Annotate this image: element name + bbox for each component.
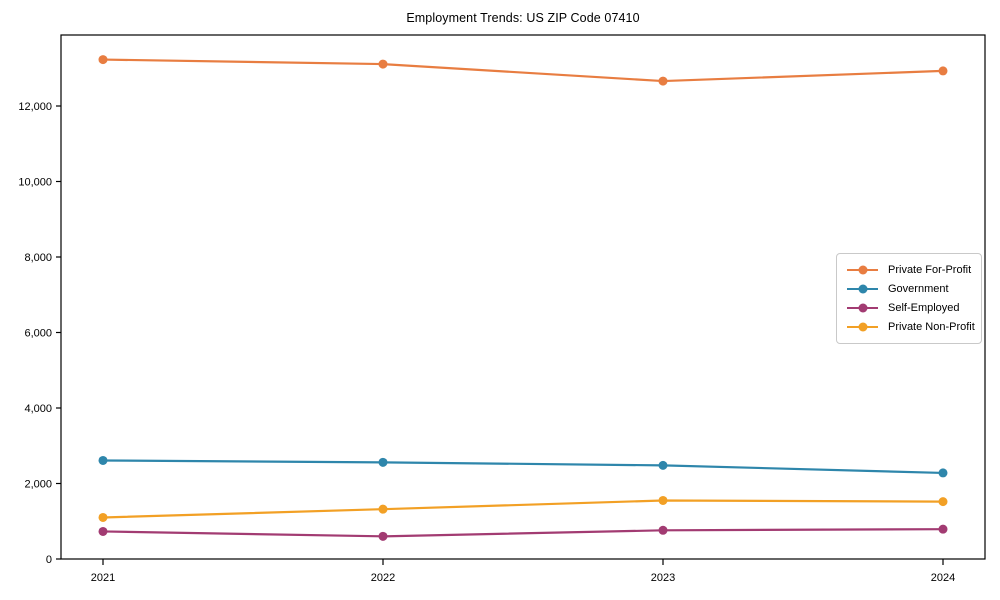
- legend-entry-private-for-profit: Private For-Profit: [845, 260, 973, 279]
- data-point: [658, 76, 668, 86]
- legend: Private For-Profit Government Self-Employe…: [836, 253, 982, 344]
- data-point: [658, 460, 668, 470]
- legend-label: Private Non-Profit: [888, 321, 975, 334]
- data-point: [98, 512, 108, 522]
- legend-line-swatch: [847, 303, 878, 313]
- series-line-self-employed: [101, 528, 945, 538]
- legend-line-swatch: [847, 265, 878, 275]
- x-tick-label: 2023: [651, 572, 675, 584]
- y-tick-label: 6,000: [24, 328, 52, 340]
- y-tick-label: 12,000: [18, 101, 52, 113]
- data-point: [938, 524, 948, 534]
- series-line-private-non-profit: [101, 499, 945, 519]
- y-tick-label: 2,000: [24, 479, 52, 491]
- y-tick-label: 4,000: [24, 403, 52, 415]
- data-point: [98, 526, 108, 536]
- legend-label: Government: [888, 282, 949, 295]
- legend-marker-dot: [858, 303, 867, 313]
- data-point: [938, 468, 948, 478]
- data-point: [658, 525, 668, 535]
- y-tick-label: 10,000: [18, 177, 52, 189]
- x-tick-label: 2021: [91, 572, 115, 584]
- chart-title: Employment Trends: US ZIP Code 07410: [406, 11, 640, 25]
- data-point: [98, 455, 108, 465]
- legend-line-swatch: [847, 322, 878, 332]
- legend-marker-dot: [858, 284, 867, 294]
- series-line-government: [101, 459, 945, 475]
- y-tick-label: 8,000: [24, 252, 52, 264]
- legend-marker-dot: [858, 265, 867, 275]
- data-point: [938, 497, 948, 507]
- data-point: [378, 531, 388, 541]
- data-point: [938, 66, 948, 76]
- x-tick-label: 2024: [931, 572, 955, 584]
- legend-label: Self-Employed: [888, 302, 960, 315]
- legend-label: Private For-Profit: [888, 263, 972, 276]
- y-tick-label: 0: [46, 554, 52, 566]
- legend-entry-private-non-profit: Private Non-Profit: [845, 318, 975, 337]
- legend-entry-government: Government: [845, 279, 973, 298]
- data-point: [378, 504, 388, 514]
- legend-marker-dot: [858, 322, 867, 332]
- axes-frame: [60, 34, 986, 560]
- series-line-private-for-profit: [101, 58, 945, 83]
- x-tick-label: 2022: [371, 572, 395, 584]
- data-point: [378, 457, 388, 467]
- data-point: [378, 59, 388, 69]
- legend-entry-self-employed: Self-Employed: [845, 299, 973, 318]
- data-point: [658, 495, 668, 505]
- legend-line-swatch: [847, 284, 878, 294]
- data-point: [98, 55, 108, 65]
